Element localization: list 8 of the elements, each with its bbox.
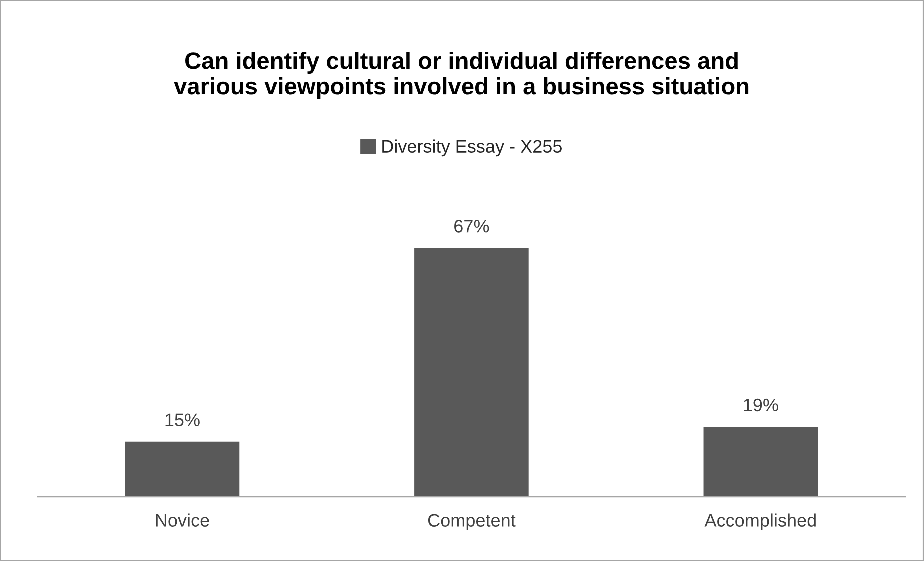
data-label: 67% — [454, 220, 490, 233]
x-tick-label: Novice — [156, 514, 210, 527]
x-tick-label: Competent — [428, 514, 516, 531]
data-label: 19% — [744, 398, 778, 412]
x-tick-label: Accomplished — [704, 514, 816, 531]
data-label: 15% — [166, 414, 200, 426]
legend-label: Diversity Essay - X255 — [382, 140, 562, 157]
chart-title: Can identify cultural or individual differences and various viewpoints involved in a business situation — [174, 52, 749, 100]
